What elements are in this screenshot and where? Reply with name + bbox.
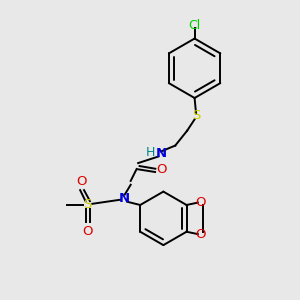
Text: O: O: [76, 175, 87, 188]
Text: N: N: [119, 192, 130, 205]
Text: N: N: [155, 147, 167, 160]
Text: O: O: [196, 196, 206, 209]
Text: S: S: [83, 199, 92, 212]
Text: Cl: Cl: [188, 19, 201, 32]
Text: O: O: [156, 163, 166, 176]
Text: H: H: [145, 146, 155, 159]
Text: O: O: [82, 225, 93, 238]
Text: O: O: [196, 228, 206, 241]
Text: S: S: [192, 109, 200, 122]
